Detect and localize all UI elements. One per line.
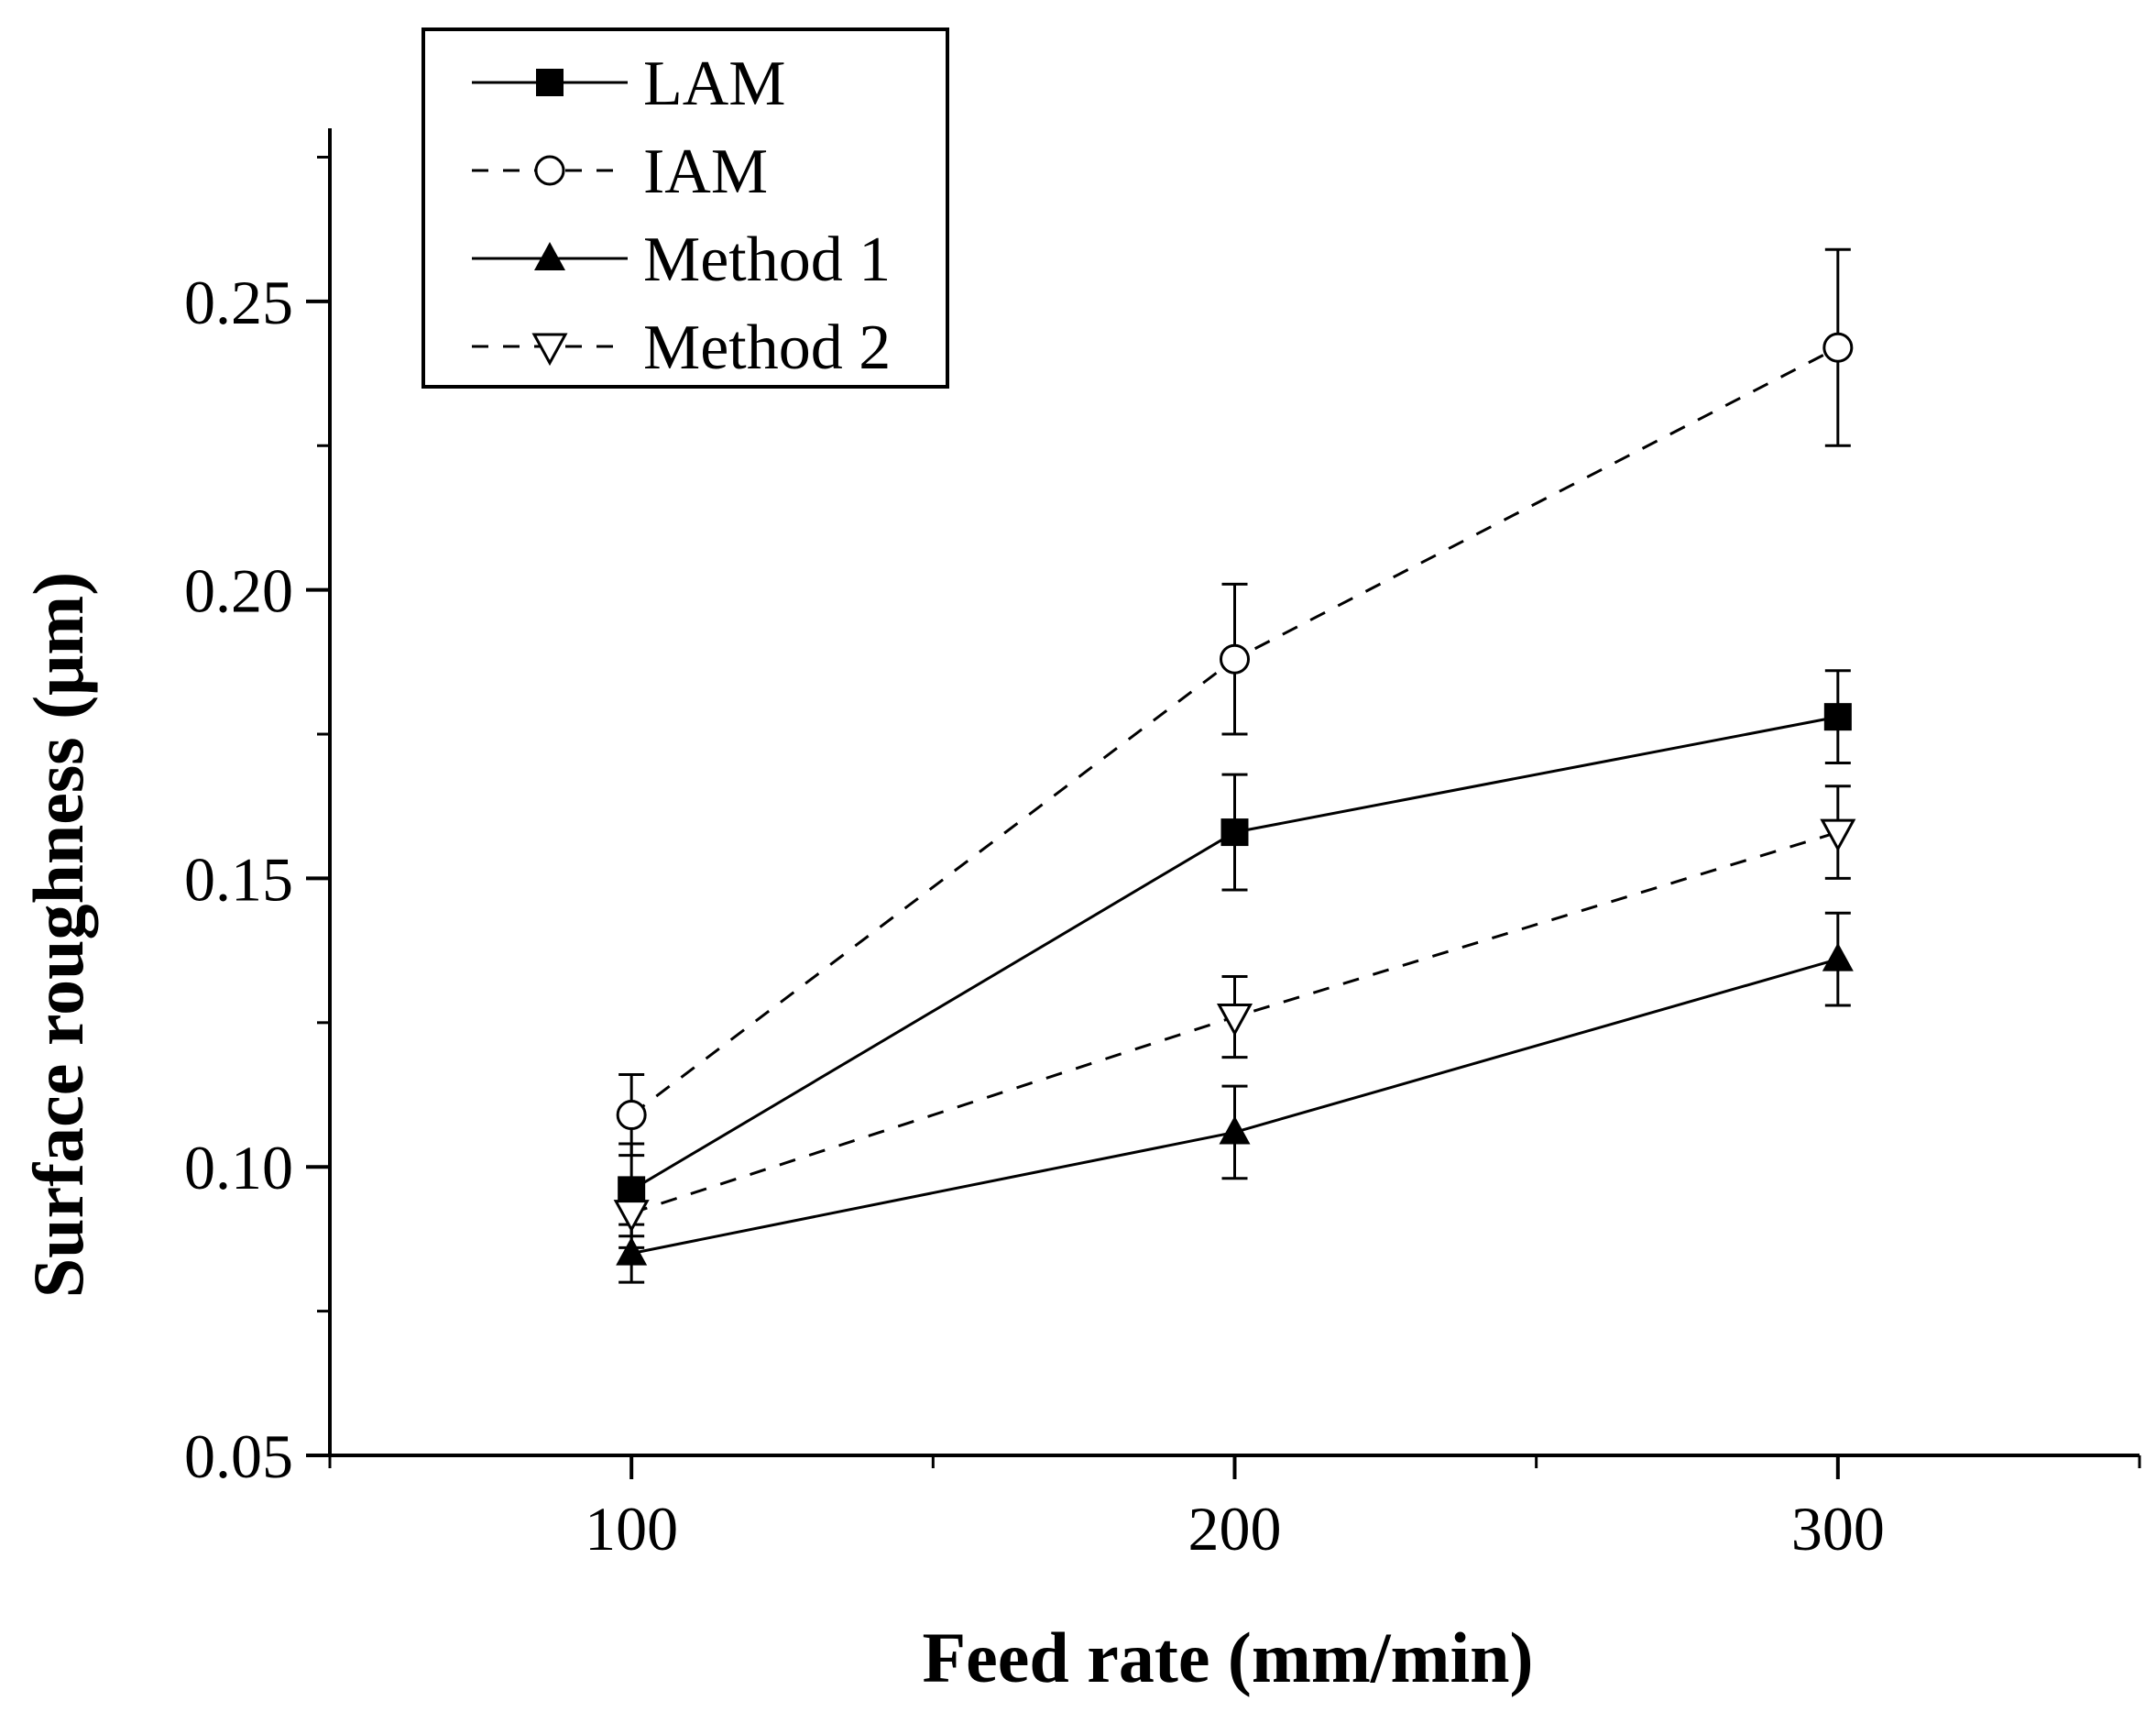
legend-item: Method 2	[472, 313, 891, 383]
data-point	[616, 1236, 648, 1266]
legend-marker	[531, 333, 568, 367]
data-point	[1220, 818, 1249, 847]
data-point	[1822, 942, 1854, 971]
series-4	[613, 785, 1856, 1249]
x-axis-title: Feed rate (mm/min)	[922, 1618, 1533, 1697]
data-point	[616, 1100, 647, 1131]
y-tick-label: 0.10	[184, 1133, 293, 1202]
legend-item: Method 1	[472, 225, 891, 295]
data-point	[1220, 643, 1250, 675]
legend-label: IAM	[643, 137, 768, 207]
legend-label: Method 2	[643, 313, 891, 383]
data-point	[1822, 332, 1854, 363]
x-tick-label: 300	[1791, 1494, 1885, 1564]
x-tick-label: 100	[585, 1494, 678, 1564]
axes: 0.05 0.10 0.15 0.20 0.25 100 200 300	[184, 128, 2141, 1564]
y-tick-label: 0.25	[184, 268, 293, 337]
y-axis-title: Surface roughness (μm)	[18, 572, 98, 1298]
series-3	[616, 911, 1854, 1284]
series-layer	[613, 247, 1856, 1284]
y-tick-label: 0.20	[184, 556, 293, 626]
legend-marker	[534, 242, 565, 270]
data-point	[1216, 1004, 1253, 1037]
data-point	[613, 1200, 650, 1233]
legend-label: Method 1	[643, 225, 891, 295]
series-2	[616, 247, 1854, 1158]
legend-label: LAM	[643, 49, 786, 119]
legend: LAM IAM Method 1 Method 2	[421, 27, 949, 389]
data-point	[1219, 1115, 1251, 1145]
data-point	[1820, 818, 1856, 852]
legend-marker	[536, 69, 564, 96]
y-tick-label: 0.15	[184, 844, 293, 914]
data-point	[1823, 703, 1852, 731]
x-tick-label: 200	[1188, 1494, 1282, 1564]
legend-item: IAM	[472, 137, 768, 207]
y-tick-label: 0.05	[184, 1421, 293, 1491]
legend-box	[421, 27, 949, 389]
legend-marker	[534, 155, 565, 186]
legend-item: LAM	[472, 49, 786, 119]
